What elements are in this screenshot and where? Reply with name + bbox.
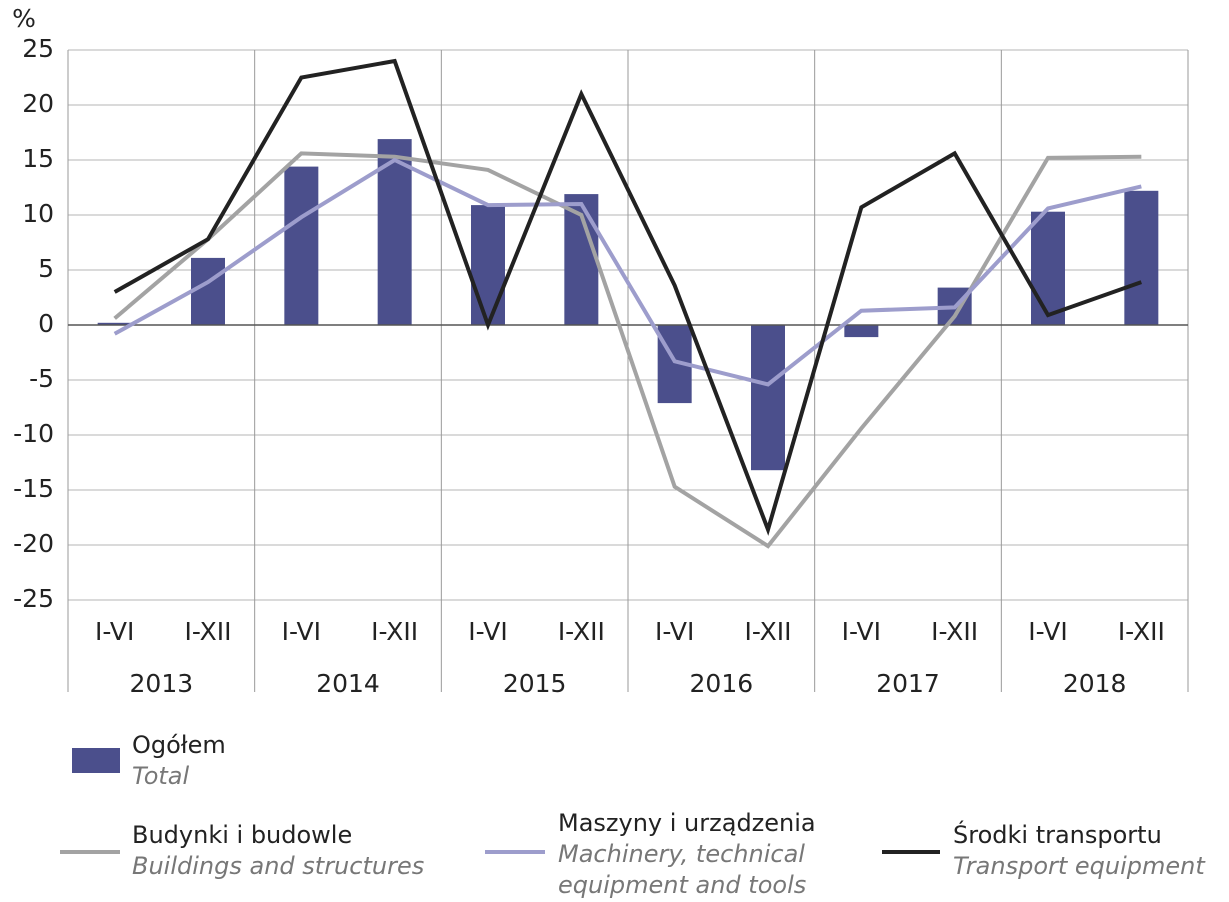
group-label: 2017 <box>876 669 940 698</box>
legend-label-en: Machinery, technical equipment and tools <box>558 840 807 899</box>
x-tick-label: I-XII <box>744 617 791 646</box>
legend-label: Środki transportu <box>953 821 1162 849</box>
group-label: 2014 <box>316 669 380 698</box>
group-label: 2013 <box>130 669 194 698</box>
x-tick-label: I-XII <box>184 617 231 646</box>
y-tick-label: -10 <box>13 419 54 448</box>
legend-swatch <box>882 850 940 854</box>
legend-swatch <box>485 850 545 854</box>
x-tick-label: I-VI <box>468 617 507 646</box>
bar <box>97 322 132 325</box>
legend-entry: Ogółem Total <box>132 730 226 792</box>
legend-label-en: Total <box>132 762 190 790</box>
x-tick-label: I-VI <box>842 617 881 646</box>
x-tick-label: I-VI <box>282 617 321 646</box>
bar <box>751 325 785 471</box>
legend-label: Maszyny i urządzenia <box>558 809 816 837</box>
line <box>113 157 1142 387</box>
bar <box>191 257 225 325</box>
bar <box>471 205 505 325</box>
bar <box>377 139 412 325</box>
legend-label: Budynki i budowle <box>132 821 353 849</box>
x-tick-label: I-XII <box>1118 617 1165 646</box>
legend-entry: Środki transportu Transport equipment <box>953 820 1205 882</box>
y-tick-label: 25 <box>22 34 54 63</box>
line <box>113 58 1142 536</box>
y-tick-label: 10 <box>22 199 54 228</box>
x-tick-label: I-VI <box>1028 617 1067 646</box>
y-tick-label: -15 <box>13 474 54 503</box>
bar <box>1031 211 1065 325</box>
group-label: 2018 <box>1063 669 1127 698</box>
legend-swatch <box>72 748 120 773</box>
legend-entry: Budynki i budowle Buildings and structure… <box>132 820 424 882</box>
x-tick-label: I-XII <box>558 617 605 646</box>
x-tick-label: I-XII <box>371 617 418 646</box>
legend-label-en: Buildings and structures <box>132 852 425 880</box>
x-tick-label: I-VI <box>655 617 694 646</box>
x-tick-label: I-XII <box>931 617 978 646</box>
x-tick-label: I-VI <box>95 617 134 646</box>
bar <box>1124 190 1159 325</box>
y-tick-label: -25 <box>13 584 54 613</box>
y-unit: % <box>12 4 36 33</box>
group-label: 2016 <box>690 669 754 698</box>
y-tick-label: 5 <box>38 254 54 283</box>
bar <box>284 166 319 325</box>
legend-label: Ogółem <box>132 731 226 759</box>
legend-swatch <box>60 850 120 854</box>
legend-entry: Maszyny i urządzenia Machinery, technical… <box>558 808 833 901</box>
y-tick-label: -20 <box>13 529 54 558</box>
y-tick-label: 0 <box>38 309 54 338</box>
y-tick-label: 20 <box>22 89 54 118</box>
legend-label-en: Transport equipment <box>953 852 1205 880</box>
y-tick-label: 15 <box>22 144 54 173</box>
bar <box>844 325 879 338</box>
group-label: 2015 <box>503 669 567 698</box>
y-tick-label: -5 <box>29 364 54 393</box>
